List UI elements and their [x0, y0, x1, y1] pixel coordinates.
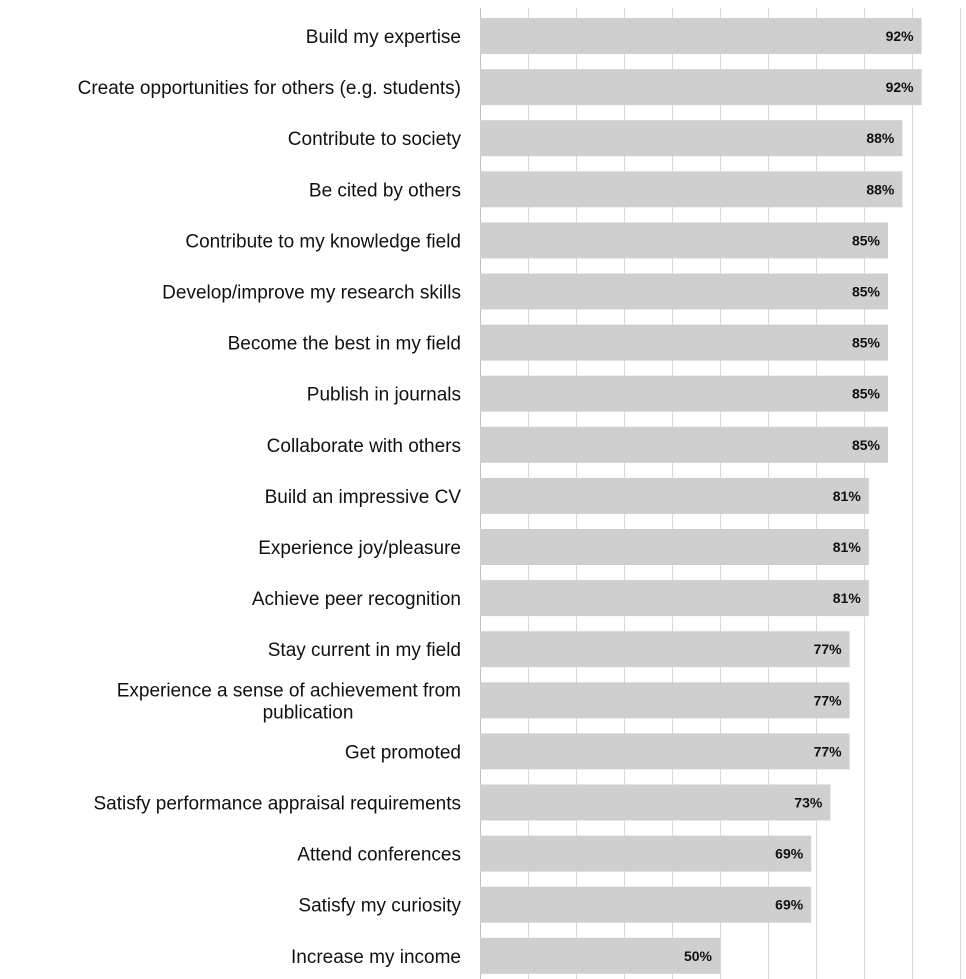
bar	[480, 120, 903, 157]
bar	[480, 631, 850, 668]
data-label: 85%	[852, 386, 881, 402]
data-label: 92%	[886, 28, 915, 44]
data-label: 73%	[794, 795, 823, 811]
data-label: 85%	[852, 232, 881, 248]
data-label: 69%	[775, 897, 804, 913]
data-label: 92%	[886, 79, 915, 95]
data-label: 81%	[833, 539, 862, 555]
category-label: Increase my income	[291, 947, 461, 968]
category-label: Publish in journals	[307, 385, 461, 406]
data-label: 85%	[852, 437, 881, 453]
category-label: Become the best in my field	[228, 334, 461, 355]
data-label: 77%	[814, 743, 843, 759]
category-label: Satisfy performance appraisal requiremen…	[93, 794, 461, 815]
data-label: 85%	[852, 335, 881, 351]
category-label: Be cited by others	[309, 180, 461, 201]
bar-layer	[480, 18, 922, 974]
bar	[480, 886, 812, 923]
data-label: 85%	[852, 284, 881, 300]
bar	[480, 222, 888, 259]
bar	[480, 529, 869, 565]
bar	[480, 375, 888, 412]
category-label: Get promoted	[345, 742, 461, 763]
bar	[480, 324, 888, 361]
category-label: Build an impressive CV	[265, 487, 462, 508]
data-label: 81%	[833, 590, 862, 606]
bar	[480, 580, 869, 617]
category-label: Contribute to society	[288, 129, 462, 150]
data-label: 77%	[814, 641, 843, 657]
category-label: Satisfy my curiosity	[298, 896, 461, 917]
bar	[480, 426, 888, 463]
category-label: Stay current in my field	[268, 640, 461, 661]
bar	[480, 937, 720, 974]
bar	[480, 835, 812, 872]
bar	[480, 171, 903, 208]
category-label: Attend conferences	[297, 845, 461, 866]
data-label: 50%	[684, 948, 713, 964]
bar	[480, 477, 869, 514]
category-label: Create opportunities for others (e.g. st…	[78, 78, 461, 99]
bar	[480, 69, 922, 106]
data-label: 81%	[833, 488, 862, 504]
bar	[480, 682, 850, 719]
data-label: 88%	[866, 181, 895, 197]
category-labels: Build my expertise Create opportunities f…	[78, 27, 462, 968]
category-label: Contribute to my knowledge field	[185, 231, 461, 252]
category-label: Develop/improve my research skills	[162, 283, 461, 304]
category-label: Experience a sense of achievement from pu…	[117, 680, 461, 723]
category-label: Experience joy/pleasure	[258, 538, 461, 559]
category-label: Achieve peer recognition	[252, 589, 461, 610]
data-label: 88%	[866, 130, 895, 146]
bar	[480, 784, 831, 821]
data-label: 77%	[814, 692, 843, 708]
bar	[480, 273, 888, 310]
value-labels: 92% 92% 88% 88% 85% 85% 85% 85% 85% 81% 81% 81% 77% 7…	[684, 28, 914, 964]
bar	[480, 733, 850, 770]
bar	[480, 18, 922, 54]
category-label: Build my expertise	[306, 27, 461, 48]
category-label: Collaborate with others	[267, 436, 461, 457]
data-label: 69%	[775, 846, 804, 862]
